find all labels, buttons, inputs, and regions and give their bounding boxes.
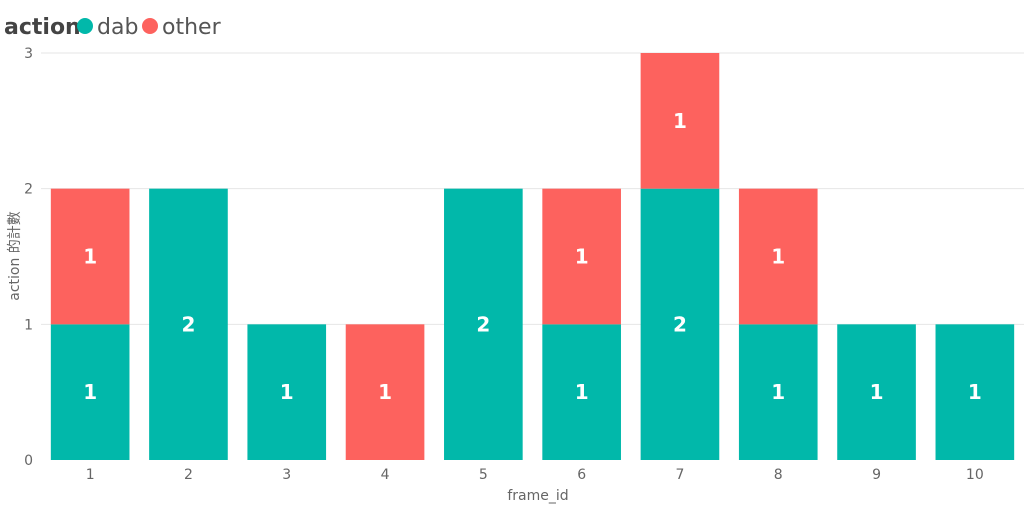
bar-other-6 xyxy=(542,188,621,325)
data-label-dab-6: 1 xyxy=(575,380,589,404)
bars xyxy=(50,53,1015,460)
x-tick-label: 1 xyxy=(86,467,95,483)
y-tick-label: 0 xyxy=(24,453,33,469)
x-tick-label: 3 xyxy=(282,467,291,483)
legend-swatch-dab xyxy=(77,18,93,34)
bar-other-1 xyxy=(50,188,130,325)
legend-label-other: other xyxy=(162,15,222,40)
bar-dab-2 xyxy=(149,188,228,460)
data-label-dab-5: 2 xyxy=(476,312,490,336)
bar-other-4 xyxy=(345,324,425,460)
y-axis-ticks: 0 1 2 3 xyxy=(24,46,33,469)
data-label-other-7: 1 xyxy=(673,109,687,133)
data-label-dab-10: 1 xyxy=(968,380,982,404)
legend: action dab other xyxy=(4,15,222,40)
data-label-other-8: 1 xyxy=(771,245,785,269)
data-label-dab-8: 1 xyxy=(771,380,785,404)
data-label-other-1: 1 xyxy=(83,245,97,269)
y-tick-label: 1 xyxy=(24,317,33,333)
bar-dab-8 xyxy=(738,324,818,460)
bar-dab-7 xyxy=(640,188,720,460)
data-label-other-4: 1 xyxy=(378,380,392,404)
legend-title: action xyxy=(4,15,81,40)
bar-dab-1 xyxy=(50,324,130,460)
x-tick-label: 4 xyxy=(381,467,390,483)
data-label-dab-9: 1 xyxy=(870,380,884,404)
x-axis-title: frame_id xyxy=(507,488,568,504)
x-tick-label: 10 xyxy=(966,467,984,483)
bar-dab-5 xyxy=(444,188,523,460)
bar-dab-3 xyxy=(247,324,327,460)
data-label-dab-2: 2 xyxy=(181,312,195,336)
x-tick-label: 9 xyxy=(872,467,881,483)
x-axis-ticks: 1 2 3 4 5 6 7 8 9 10 xyxy=(86,467,984,483)
y-axis-title: action 的計數 xyxy=(7,211,23,301)
x-tick-label: 7 xyxy=(675,467,684,483)
y-tick-label: 2 xyxy=(24,182,33,198)
x-tick-label: 5 xyxy=(479,467,488,483)
legend-label-dab: dab xyxy=(97,15,138,40)
bar-other-8 xyxy=(738,188,818,325)
bar-labels: 1 1 2 1 1 2 1 1 2 1 1 1 1 1 xyxy=(83,109,982,404)
data-label-dab-7: 2 xyxy=(673,312,687,336)
bar-dab-10 xyxy=(935,324,1015,460)
x-tick-label: 8 xyxy=(774,467,783,483)
data-label-dab-3: 1 xyxy=(280,380,294,404)
data-label-other-6: 1 xyxy=(575,245,589,269)
bar-dab-9 xyxy=(837,324,916,460)
x-tick-label: 6 xyxy=(577,467,586,483)
x-tick-label: 2 xyxy=(184,467,193,483)
data-label-dab-1: 1 xyxy=(83,380,97,404)
bar-other-7 xyxy=(640,53,720,189)
y-tick-label: 3 xyxy=(24,46,33,62)
legend-swatch-other xyxy=(142,18,158,34)
bar-dab-6 xyxy=(542,324,621,460)
